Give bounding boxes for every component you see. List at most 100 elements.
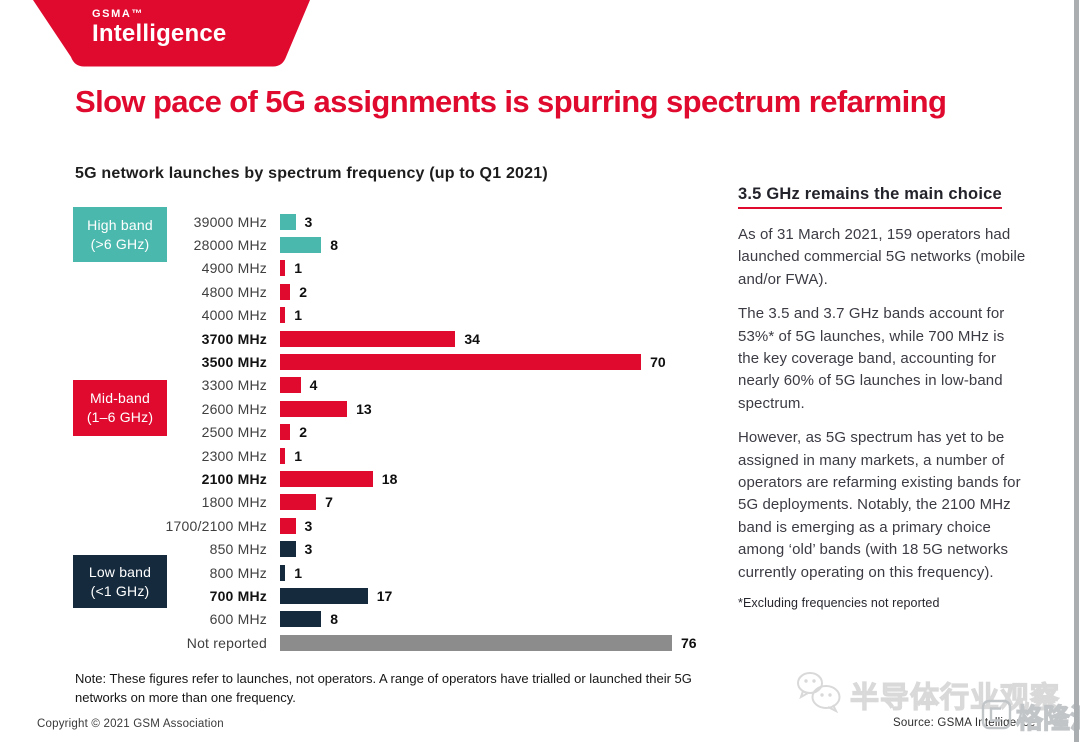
chart-row: 4800 MHz 2 (75, 280, 697, 303)
value-label: 13 (356, 400, 372, 417)
bar (280, 564, 286, 581)
bar (280, 237, 322, 254)
value-label: 4 (309, 377, 318, 394)
value-label: 3 (304, 517, 313, 534)
chart-row: 28000 MHz 8 (75, 233, 697, 256)
bar (280, 634, 672, 651)
chart-row: 3500 MHz 70 (75, 350, 697, 373)
bar (280, 377, 301, 394)
chart-title: 5G network launches by spectrum frequenc… (75, 165, 548, 182)
value-label: 1 (294, 564, 302, 581)
chart-row: 2600 MHz 13 (75, 397, 697, 420)
chart-row: 2100 MHz 18 (75, 467, 697, 490)
category-label: 2600 MHz (201, 400, 267, 417)
category-label: 2300 MHz (201, 447, 267, 464)
source-text: Source: GSMA Intelligence (893, 717, 1036, 729)
category-label: 28000 MHz (193, 237, 267, 254)
bar (280, 541, 296, 558)
category-label: 3300 MHz (201, 377, 267, 394)
chart-row: 600 MHz 8 (75, 608, 697, 631)
chart-row: 3300 MHz 4 (75, 374, 697, 397)
chart-row: 4000 MHz 1 (75, 304, 697, 327)
bar (280, 354, 642, 371)
bar (280, 470, 373, 487)
value-label: 17 (376, 587, 393, 604)
category-label: 700 MHz (209, 587, 267, 604)
chart-row: 700 MHz 17 (75, 584, 697, 607)
value-label: 76 (681, 634, 697, 651)
category-label: 4900 MHz (201, 260, 267, 277)
value-label: 3 (304, 541, 313, 558)
category-label: 850 MHz (209, 541, 267, 558)
chart-row: 800 MHz 1 (75, 561, 697, 584)
category-label: 4000 MHz (201, 307, 267, 324)
category-label: 4800 MHz (201, 283, 267, 300)
wechat-icon (795, 671, 845, 718)
chart-row: 2500 MHz 2 (75, 421, 697, 444)
band-label-mid-line1: Mid-band (90, 390, 150, 406)
band-label-mid: Mid-band (1–6 GHz) (73, 380, 167, 436)
category-label: Not reported (186, 634, 267, 651)
value-label: 1 (294, 260, 302, 277)
band-label-low-line1: Low band (88, 563, 152, 580)
value-label: 34 (464, 330, 480, 347)
category-label: 2100 MHz (201, 470, 267, 487)
insight-paragraph: The 3.5 and 3.7 GHz bands account for 53… (738, 305, 1005, 412)
copyright-text: Copyright © 2021 GSM Association (37, 718, 224, 730)
band-label-high-line2: (>6 GHz) (90, 235, 150, 252)
chart-row: 1700/2100 MHz 3 (75, 514, 697, 537)
category-label: 1800 MHz (201, 494, 267, 511)
category-label: 800 MHz (209, 564, 267, 581)
logo-flag-shape (33, 0, 310, 67)
watermark-wechat: 半导体行业观察 (795, 671, 1060, 718)
band-label-low-line2: (<1 GHz) (90, 582, 150, 599)
chart-row: 39000 MHz 3 (75, 210, 697, 233)
bar (280, 494, 317, 511)
value-label: 1 (294, 307, 302, 324)
value-label: 2 (299, 424, 308, 441)
insight-heading: 3.5 GHz remains the main choice (738, 185, 1002, 209)
band-label-high: High band (>6 GHz) (73, 207, 167, 262)
category-label: 2500 MHz (201, 424, 267, 441)
value-label: 1 (294, 447, 302, 464)
band-label-mid-line2: (1–6 GHz) (86, 409, 154, 425)
chart-row: 3700 MHz 34 (75, 327, 697, 350)
bar (280, 447, 286, 464)
value-label: 70 (650, 354, 666, 371)
watermark-center-text: 半导体行业观察 (849, 681, 1061, 714)
value-label: 2 (299, 283, 308, 300)
chart-row: 2300 MHz 1 (75, 444, 697, 467)
scrollbar[interactable] (1074, 0, 1079, 742)
value-label: 3 (304, 213, 313, 230)
logo-product: Intelligence (92, 20, 227, 47)
chart-row: 1800 MHz 7 (75, 491, 697, 514)
bar (280, 283, 291, 300)
chart-row: Not reported 76 (75, 631, 697, 654)
chart-note: Note: These figures refer to launches, n… (75, 671, 692, 705)
insight-panel: 3.5 GHz remains the main choice As of 31… (738, 185, 1029, 610)
gsma-intelligence-logo: GSMA™ Intelligence (33, 0, 310, 67)
bar (280, 213, 296, 230)
insight-paragraph: As of 31 March 2021, 159 operators had l… (738, 226, 1026, 288)
category-label: 3500 MHz (201, 354, 267, 371)
bar (280, 611, 322, 628)
category-label: 600 MHz (209, 611, 267, 628)
bar (280, 424, 291, 441)
bar (280, 330, 456, 347)
value-label: 7 (325, 494, 333, 511)
band-label-high-line1: High band (87, 216, 153, 233)
value-label: 8 (330, 237, 339, 254)
logo-text: GSMA™ Intelligence (92, 9, 226, 46)
bar (280, 517, 296, 534)
bar (280, 307, 286, 324)
insight-paragraph: However, as 5G spectrum has yet to be as… (738, 429, 1021, 581)
chart-row: 850 MHz 3 (75, 537, 697, 560)
chart-row: 4900 MHz 1 (75, 257, 697, 280)
category-label: 1700/2100 MHz (165, 517, 267, 534)
chart-rows: 39000 MHz 3 28000 MHz 8 4900 MHz 1 4800 MHz 2 40… (75, 210, 697, 654)
insight-footnote: *Excluding frequencies not reported (738, 596, 940, 611)
category-label: 3700 MHz (201, 330, 267, 347)
category-label: 39000 MHz (193, 213, 267, 230)
page-title: Slow pace of 5G assignments is spurring … (75, 84, 947, 119)
